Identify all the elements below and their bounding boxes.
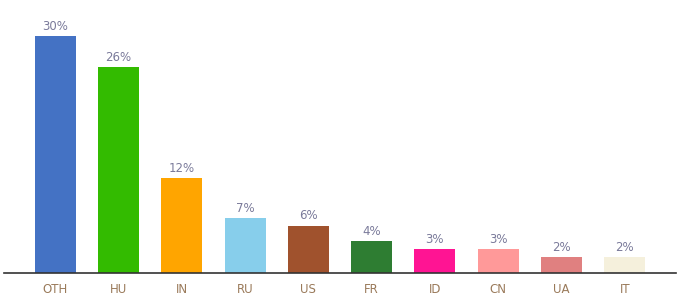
Bar xyxy=(414,249,456,273)
Text: 12%: 12% xyxy=(169,162,195,175)
Bar xyxy=(161,178,203,273)
Bar xyxy=(351,242,392,273)
Text: 2%: 2% xyxy=(552,241,571,254)
Bar xyxy=(98,68,139,273)
Text: 3%: 3% xyxy=(489,233,507,246)
Text: 30%: 30% xyxy=(42,20,68,33)
Text: 26%: 26% xyxy=(105,51,132,64)
Bar xyxy=(541,257,582,273)
Text: 7%: 7% xyxy=(236,202,254,214)
Text: 3%: 3% xyxy=(426,233,444,246)
Bar xyxy=(224,218,266,273)
Bar xyxy=(477,249,519,273)
Bar xyxy=(604,257,645,273)
Bar xyxy=(288,226,329,273)
Text: 2%: 2% xyxy=(615,241,634,254)
Text: 4%: 4% xyxy=(362,225,381,238)
Text: 6%: 6% xyxy=(299,209,318,223)
Bar xyxy=(35,36,76,273)
